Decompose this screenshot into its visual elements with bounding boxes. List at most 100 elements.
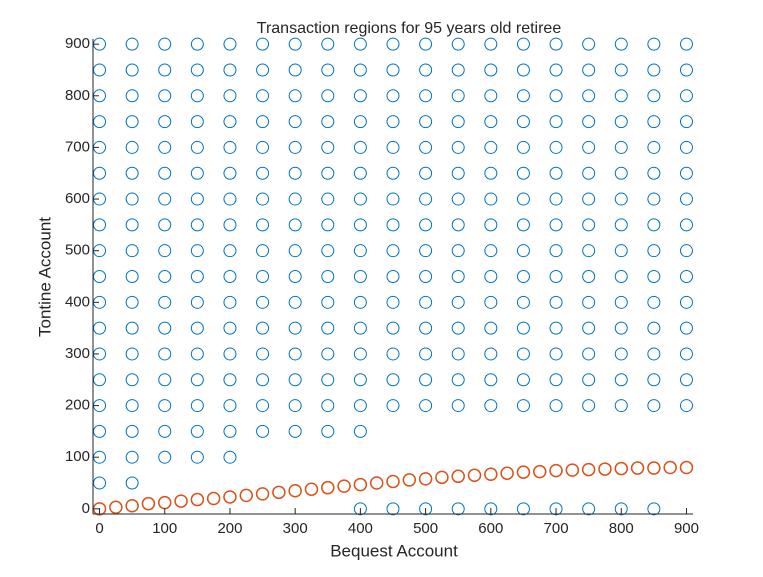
scatter-point [647,399,661,413]
scatter-point [369,476,384,490]
scatter-point [484,89,498,103]
scatter-point [158,63,172,77]
scatter-point [353,502,367,516]
scatter-point [516,63,530,77]
scatter-point [451,347,465,361]
scatter-point [451,244,465,258]
scatter-point [484,399,498,413]
y-tick-label: 500 [65,242,90,259]
scatter-point [582,373,596,387]
scatter-point [647,140,661,154]
scatter-point [125,115,139,129]
scatter-point [386,474,400,489]
scatter-point [206,491,221,506]
scatter-point [679,244,693,258]
scatter-point [288,89,302,103]
scatter-point [582,218,596,232]
scatter-point [451,270,465,283]
scatter-point [419,270,433,283]
scatter-point [679,270,693,283]
scatter-point [353,424,367,438]
scatter-point [288,347,302,361]
scatter-point [549,270,563,283]
scatter-point [190,140,204,154]
scatter-point [679,321,693,335]
scatter-point [223,373,237,387]
scatter-point [419,37,433,51]
scatter-point [647,192,661,206]
scatter-point [190,424,204,438]
scatter-point [516,465,531,479]
scatter-point [516,140,530,154]
scatter-point [484,115,498,129]
scatter-point [679,115,693,129]
x-tick-label: 600 [478,520,503,537]
scatter-point [549,295,563,309]
scatter-point [125,89,139,103]
scatter-point [158,192,172,206]
scatter-point [353,140,367,154]
scatter-point [190,295,204,309]
scatter-point [125,63,139,77]
scatter-point [647,244,661,258]
scatter-point [321,166,335,180]
scatter-point [256,166,270,180]
y-tick-label: 800 [65,87,90,104]
scatter-point [500,466,514,480]
scatter-point [419,399,433,413]
scatter-point [614,63,628,77]
scatter-point [582,244,596,258]
x-tick-label: 200 [217,520,242,537]
scatter-point [679,192,693,206]
scatter-point [647,63,661,77]
scatter-point [321,295,335,309]
scatter-point [516,399,530,413]
scatter-point [256,115,270,129]
scatter-point [256,270,270,283]
scatter-point [598,462,612,476]
scatter-point [582,89,596,103]
scatter-point [288,295,302,309]
scatter-point [484,373,498,387]
scatter-point [288,484,302,498]
scatter-point [549,502,563,516]
scatter-point [451,166,465,180]
scatter-point [190,450,204,464]
scatter-point [484,467,498,481]
scatter-point [386,399,400,413]
scatter-point [451,63,465,77]
scatter-point [679,37,693,51]
scatter-point [190,492,205,507]
scatter-point [321,140,335,154]
scatter-point [223,192,237,206]
scatter-point [516,218,530,232]
scatter-point [614,321,628,335]
scatter-point [614,89,628,103]
scatter-point [256,140,270,154]
scatter-point [321,373,335,387]
scatter-point [549,140,563,154]
scatter-point [614,373,628,387]
scatter-point [288,244,302,258]
scatter-point [516,89,530,103]
scatter-point [353,373,367,387]
scatter-point [190,373,204,387]
scatter-point [614,218,628,232]
scatter-point [256,399,270,413]
scatter-point [467,468,482,483]
scatter-point [386,295,400,309]
scatter-point [647,166,661,180]
scatter-point [614,270,628,283]
scatter-point [288,270,302,283]
y-tick-label: 200 [65,397,90,414]
scatter-point [353,115,367,129]
scatter-point [451,399,465,413]
scatter-point [630,461,645,475]
scatter-point [614,244,628,258]
scatter-point [223,166,237,180]
scatter-point [647,295,661,309]
scatter-point [125,373,139,387]
scatter-point [223,295,237,309]
scatter-point [516,347,530,361]
scatter-point [484,192,498,206]
